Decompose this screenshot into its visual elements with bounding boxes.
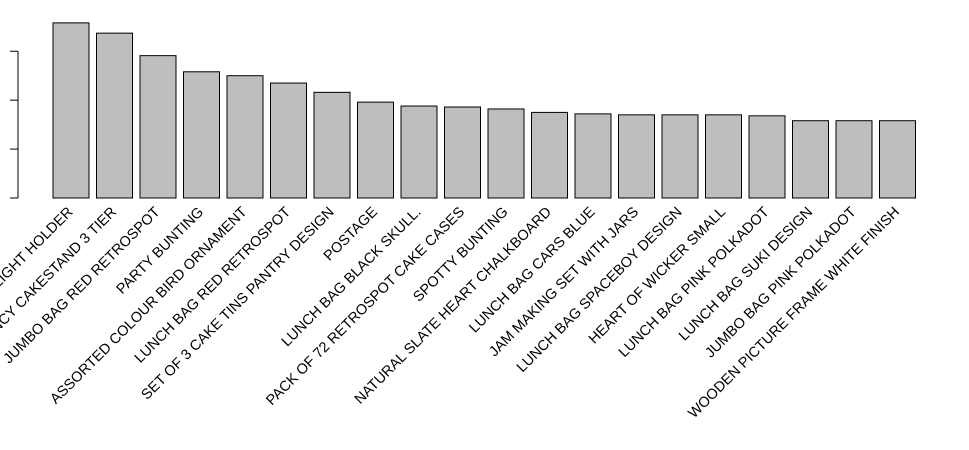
bar-16 xyxy=(705,114,742,199)
x-tick-label-6: LUNCH BAG RED RETROSPOT xyxy=(132,204,294,366)
bar-12 xyxy=(531,111,568,199)
bar-7 xyxy=(313,91,351,199)
bar-15 xyxy=(661,114,699,199)
bar-18 xyxy=(792,120,829,199)
bar-19 xyxy=(835,120,873,199)
bar-11 xyxy=(487,108,525,199)
bar-5 xyxy=(226,75,264,199)
bar-13 xyxy=(574,113,612,199)
x-tick-label-10: PACK OF 72 RETROSPOT CAKE CASES xyxy=(263,204,468,409)
bar-14 xyxy=(618,114,655,199)
bar-10 xyxy=(444,106,481,199)
x-tick-label-3: JUMBO BAG RED RETROSPOT xyxy=(1,204,164,367)
y-axis xyxy=(10,50,19,199)
bar-1 xyxy=(52,22,90,199)
bars xyxy=(52,22,916,199)
bar-17 xyxy=(748,115,786,199)
bar-8 xyxy=(357,101,394,199)
category-labels: WHITE HANGING HEART T-LIGHT HOLDERREGENC… xyxy=(0,204,903,424)
bar-20 xyxy=(879,120,916,199)
bar-9 xyxy=(400,105,438,199)
bar-3 xyxy=(139,55,177,199)
bar-6 xyxy=(270,82,307,199)
bar-4 xyxy=(183,71,220,199)
bar-2 xyxy=(96,32,133,199)
